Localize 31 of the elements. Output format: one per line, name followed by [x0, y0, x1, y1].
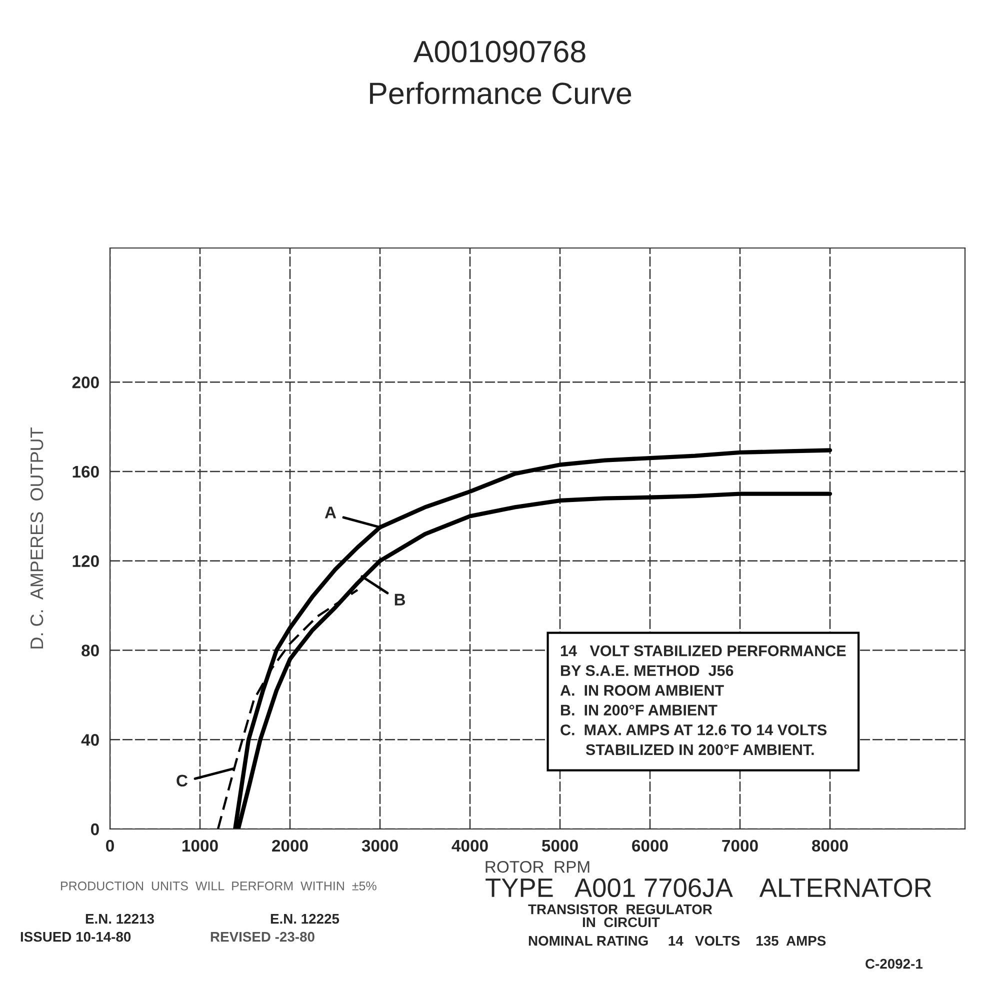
x-tick-label: 0	[106, 840, 114, 852]
text: C-2092-1	[866, 958, 923, 969]
text: PRODUCTION UNITS WILL PERFORM WITHIN ±5%	[61, 882, 376, 890]
x-tick-label: 1000	[182, 840, 218, 852]
x-tick-label: 8000	[812, 840, 848, 852]
x-tick-label: 2000	[272, 840, 308, 852]
text: E.N. 12213	[86, 914, 154, 924]
text: NOMINAL RATING 14 VOLTS 135 AMPS	[528, 936, 826, 946]
annotation: 14 VOLT STABILIZED PERFORMANCE BY S.A.E. METHOD J56 A. IN ROOM AMBIENT B. IN 200°F AMBIENT C. MAX. AMPS AT 12.6 TO 14 VOLTS STABILIZED IN 200°F AMBIENT.	[560, 645, 846, 756]
x-tick-label: 5000	[542, 840, 578, 852]
y-axis-title: D. C. AMPERES OUTPUT	[30, 428, 44, 648]
text: REVISED -23-80	[210, 932, 314, 942]
y-tick-label: 200	[72, 376, 99, 388]
y-tick-label: 120	[72, 555, 99, 568]
y-tick-label: 40	[81, 734, 99, 746]
x-tick-label: 4000	[452, 840, 488, 852]
chart-title: A001090768 Performance Curve	[370, 40, 632, 104]
text: TRANSISTOR REGULATOR IN CIRCUIT	[528, 904, 712, 928]
x-tick-label: 3000	[362, 840, 398, 852]
x-tick-label: 6000	[632, 840, 668, 852]
x-tick-label: 7000	[722, 840, 758, 852]
annotation: A	[324, 506, 336, 518]
annotation: C	[176, 774, 188, 787]
annotation: B	[394, 594, 406, 606]
y-tick-label: 0	[90, 823, 99, 836]
text: E.N. 12225	[270, 914, 340, 924]
text: ISSUED 10-14-80	[20, 932, 131, 942]
y-tick-label: 160	[72, 466, 99, 478]
x-axis-title: ROTOR RPM	[486, 860, 590, 873]
y-tick-label: 80	[82, 644, 99, 656]
text: TYPE A001 7706JA ALTERNATOR	[486, 878, 932, 898]
